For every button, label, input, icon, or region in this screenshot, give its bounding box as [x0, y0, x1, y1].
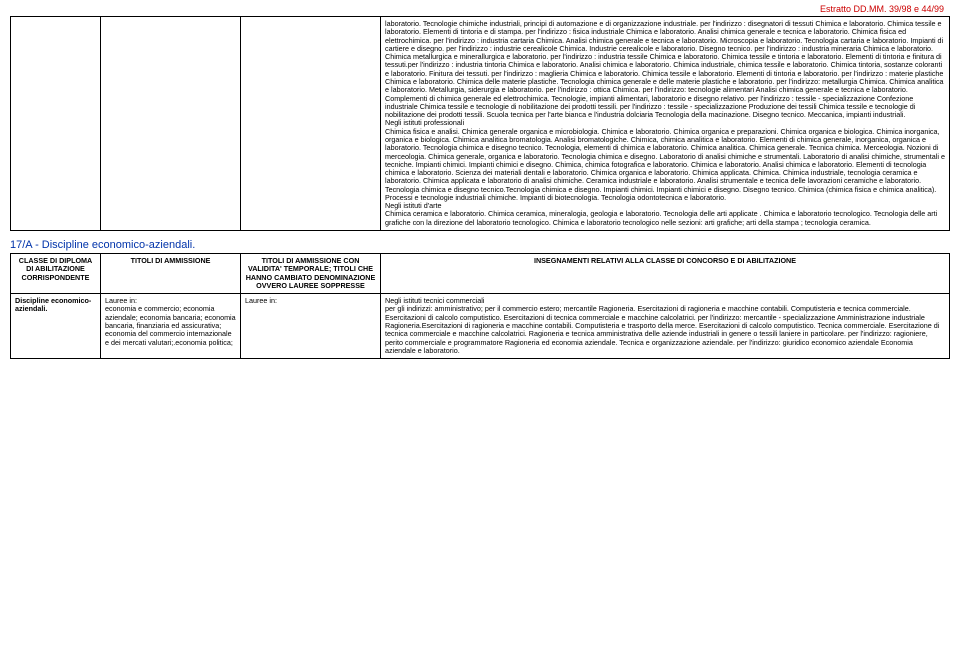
lower-th-3: TITOLI DI AMMISSIONE CON VALIDITA' TEMPO… [241, 254, 381, 294]
lower-table: CLASSE DI DIPLOMA DI ABILITAZIONE CORRIS… [10, 253, 950, 359]
lower-td-1: Discipline economico-aziendali. [11, 294, 101, 359]
header-extract-ref: Estratto DD.MM. 39/98 e 44/99 [10, 4, 950, 16]
top-table-empty-mid2 [241, 17, 381, 231]
section-title: 17/A - Discipline economico-aziendali. [10, 231, 950, 253]
lower-table-data-row: Discipline economico-aziendali. Lauree i… [11, 294, 950, 359]
top-table-body-text: laboratorio. Tecnologie chimiche industr… [381, 17, 950, 231]
lower-th-2: TITOLI DI AMMISSIONE [101, 254, 241, 294]
top-table-empty-left [11, 17, 101, 231]
lower-td-4: Negli istituti tecnici commercialiper gl… [381, 294, 950, 359]
lower-th-4: INSEGNAMENTI RELATIVI ALLA CLASSE DI CON… [381, 254, 950, 294]
top-content-table: laboratorio. Tecnologie chimiche industr… [10, 16, 950, 231]
lower-table-header-row: CLASSE DI DIPLOMA DI ABILITAZIONE CORRIS… [11, 254, 950, 294]
lower-td-2: Lauree in:economia e commercio; economia… [101, 294, 241, 359]
lower-td-3: Lauree in: [241, 294, 381, 359]
lower-th-1: CLASSE DI DIPLOMA DI ABILITAZIONE CORRIS… [11, 254, 101, 294]
top-table-empty-mid1 [101, 17, 241, 231]
